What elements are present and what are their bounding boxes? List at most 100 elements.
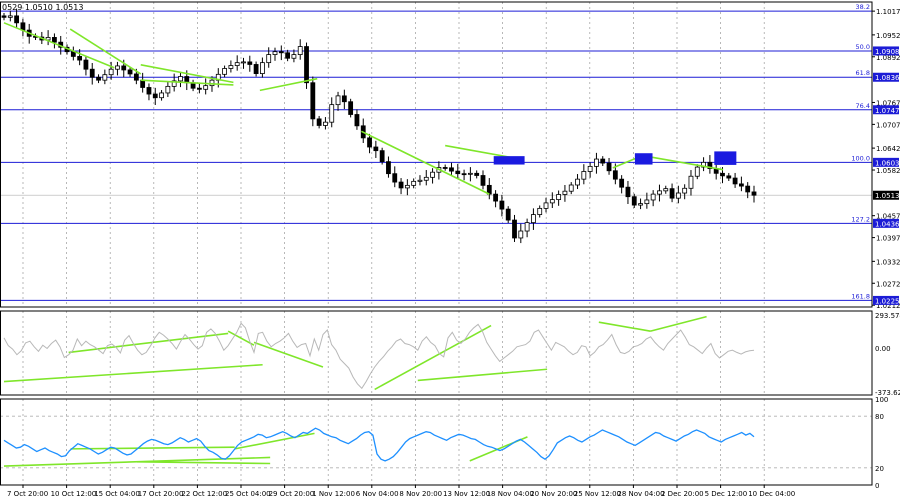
candle-body bbox=[404, 184, 410, 189]
fib-price-tag-label: 1.0908 bbox=[875, 48, 900, 56]
oscillator-trendline bbox=[227, 330, 255, 346]
price-tick-label: 1.0767 bbox=[876, 99, 900, 107]
fib-price-tag-label: 1.0603 bbox=[875, 159, 900, 167]
candle-body bbox=[543, 202, 549, 209]
candle-body bbox=[278, 51, 284, 54]
time-tick-label: 15 Oct 04:00 bbox=[94, 490, 140, 498]
oscillator-trendline bbox=[598, 321, 651, 332]
pane-frame bbox=[0, 398, 873, 486]
oscillator-trendline bbox=[3, 363, 263, 383]
fib-level-label: 161.8 bbox=[851, 292, 870, 300]
candle-body bbox=[392, 173, 398, 183]
candle-body bbox=[442, 167, 448, 169]
candle-body bbox=[253, 64, 259, 74]
trendline bbox=[140, 79, 234, 86]
candle-body bbox=[367, 137, 372, 148]
candle-body bbox=[612, 170, 618, 180]
fib-level-label: 100.0 bbox=[851, 154, 870, 162]
candle-body bbox=[304, 46, 309, 84]
fib-price-tag-label: 1.0747 bbox=[875, 107, 900, 115]
time-tick-label: 29 Oct 20:00 bbox=[269, 490, 315, 498]
candle-body bbox=[650, 193, 656, 201]
candle-body bbox=[285, 52, 291, 59]
candle-body bbox=[228, 65, 234, 69]
rsi-tick-label: 20 bbox=[875, 465, 884, 473]
oscillator-trendline bbox=[68, 332, 229, 354]
highlight-boxes bbox=[493, 151, 737, 165]
price-tick-label: 1.1017 bbox=[876, 8, 900, 16]
candle-body bbox=[575, 178, 580, 186]
fib-level-label: 38.2 bbox=[856, 3, 870, 11]
fib-level-label: 76.4 bbox=[856, 102, 870, 110]
fib-level-label: 50.0 bbox=[856, 43, 870, 51]
price-axis: 1.1017 1.0952 1.0892 1.0767 1.0707 1.0642 1.05… bbox=[872, 8, 900, 310]
candle-body bbox=[341, 95, 347, 103]
rsi-pane[interactable] bbox=[0, 415, 872, 469]
candle-body bbox=[644, 199, 650, 205]
fib-price-tag-label: 1.0225 bbox=[875, 297, 900, 305]
highlight-box bbox=[634, 153, 653, 165]
time-tick-label: 1 Nov 12:00 bbox=[312, 490, 355, 498]
price-tick-label: 1.0457 bbox=[876, 213, 900, 221]
candle-body bbox=[379, 150, 385, 163]
candle-body bbox=[266, 54, 272, 64]
price-tick-label: 1.0212 bbox=[876, 302, 900, 310]
time-tick-label: 22 Oct 12:00 bbox=[181, 490, 227, 498]
candle-body bbox=[348, 101, 354, 115]
fib-level-label: 127.2 bbox=[851, 215, 870, 223]
candle-body bbox=[499, 200, 505, 210]
rsi-tick-label: 80 bbox=[875, 413, 884, 421]
highlight-box bbox=[493, 156, 525, 165]
candle-body bbox=[751, 191, 757, 196]
candle-body bbox=[663, 188, 669, 192]
candle-body bbox=[417, 179, 423, 182]
oscillator-tick-label: -373.6290 bbox=[875, 389, 900, 397]
candle-body bbox=[549, 199, 555, 204]
trendline bbox=[69, 28, 142, 75]
pane-frame bbox=[0, 1, 873, 308]
candle-body bbox=[430, 171, 435, 178]
candle-body bbox=[171, 80, 177, 87]
price-tick-label: 1.0582 bbox=[876, 167, 900, 175]
rsi-tick-label: 100 bbox=[875, 396, 888, 404]
candle-body bbox=[310, 82, 316, 120]
rsi-trendline bbox=[70, 446, 235, 450]
candle-body bbox=[657, 190, 662, 195]
candle-body bbox=[241, 61, 246, 64]
candle-body bbox=[102, 74, 108, 81]
candle-body bbox=[562, 190, 568, 195]
candle-body bbox=[512, 219, 517, 239]
pane-frame bbox=[0, 310, 873, 396]
oscillator-trendline bbox=[374, 324, 492, 391]
candle-body bbox=[222, 68, 227, 75]
candle-body bbox=[638, 203, 643, 206]
candle-body bbox=[682, 187, 688, 194]
trendline bbox=[361, 130, 490, 195]
price-tick-label: 1.0272 bbox=[876, 280, 900, 288]
candle-body bbox=[669, 188, 675, 199]
trendline bbox=[259, 77, 318, 92]
candle-body bbox=[146, 87, 152, 95]
time-tick-label: 18 Nov 04:00 bbox=[487, 490, 534, 498]
vertical-grid bbox=[22, 2, 765, 485]
candle-body bbox=[108, 68, 114, 76]
candle-body bbox=[127, 69, 133, 75]
candle-body bbox=[323, 121, 328, 126]
price-pane[interactable]: 38.2 50.0 61.8 76.4 100.0 127.2 161.8 bbox=[0, 3, 872, 301]
oscillator-pane[interactable] bbox=[3, 315, 755, 391]
highlight-box bbox=[714, 151, 737, 165]
candle-body bbox=[556, 194, 562, 201]
rsi-tick-label: 0 bbox=[875, 482, 879, 490]
time-tick-label: 13 Nov 12:00 bbox=[443, 490, 490, 498]
candle-body bbox=[701, 161, 706, 168]
candle-body bbox=[140, 79, 146, 88]
candle-body bbox=[83, 59, 89, 70]
candle-body bbox=[694, 166, 700, 177]
candle-body bbox=[505, 208, 511, 221]
fib-price-tag-label: 1.0436 bbox=[875, 220, 900, 228]
rsi-axis: 100 80 20 0 bbox=[875, 396, 888, 490]
candle-body bbox=[600, 158, 606, 164]
fib-price-tag bbox=[873, 46, 899, 56]
candle-body bbox=[133, 73, 139, 81]
